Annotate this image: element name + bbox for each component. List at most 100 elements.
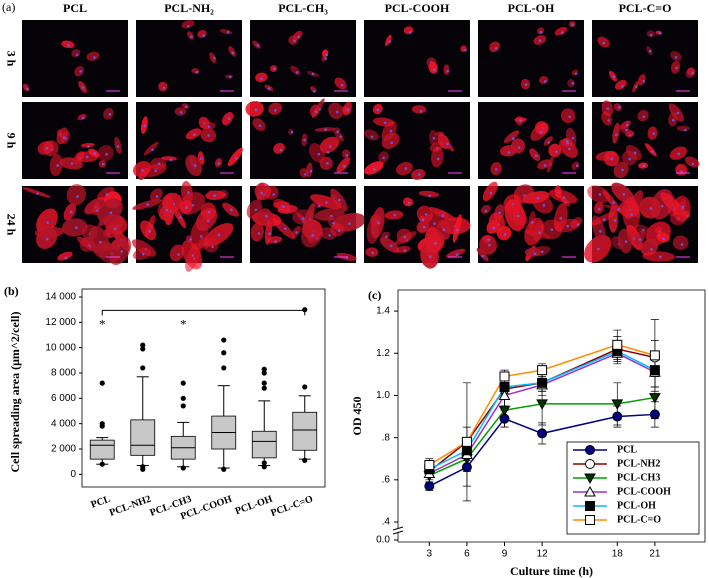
cell — [56, 127, 68, 145]
nucleus — [507, 151, 511, 154]
outlier — [261, 460, 267, 466]
cell — [80, 142, 95, 148]
legend-label: PCL-CH3 — [617, 472, 660, 483]
nucleus — [621, 85, 624, 88]
nucleus — [421, 218, 425, 222]
cell — [252, 118, 266, 131]
nucleus — [638, 238, 642, 241]
nucleus — [403, 235, 407, 239]
plot-frame — [81, 288, 326, 488]
nucleus — [95, 209, 99, 212]
legend-label: PCL-NH2 — [617, 458, 660, 469]
nucleus — [195, 70, 199, 74]
series-line — [428, 413, 655, 487]
cell — [201, 121, 216, 130]
y-tick-label: 1.0 — [376, 390, 390, 401]
y-tick-label: 1.2 — [376, 348, 390, 359]
nucleus — [62, 136, 66, 140]
nucleus — [599, 230, 602, 233]
nucleus — [533, 252, 537, 255]
nucleus — [75, 53, 79, 57]
marker — [585, 515, 595, 525]
nucleus — [45, 146, 49, 150]
cell — [489, 41, 501, 53]
cell — [528, 211, 536, 231]
series-line — [428, 344, 656, 466]
cell — [49, 154, 63, 177]
cell — [685, 156, 700, 168]
nucleus — [326, 162, 329, 165]
nucleus — [622, 193, 626, 196]
nucleus — [597, 247, 600, 251]
nucleus — [612, 75, 616, 79]
nucleus — [113, 227, 117, 231]
nucleus — [213, 194, 216, 197]
nucleus — [389, 244, 393, 248]
cell — [342, 101, 352, 116]
micrograph — [476, 181, 584, 263]
nucleus — [403, 249, 407, 252]
micrograph — [364, 102, 470, 180]
nucleus — [377, 221, 380, 225]
nucleus — [455, 228, 459, 232]
cell — [571, 161, 580, 170]
nucleus — [424, 213, 428, 216]
nucleus — [628, 157, 632, 161]
micrograph — [246, 182, 366, 263]
marker — [498, 389, 511, 400]
outlier — [180, 395, 186, 401]
column-label: PCL-CH₃ — [278, 1, 328, 15]
nucleus — [633, 151, 637, 155]
nucleus — [93, 152, 97, 155]
cell — [185, 154, 202, 177]
cell — [618, 124, 632, 136]
nucleus — [36, 192, 40, 195]
outlier — [221, 350, 227, 356]
nucleus — [301, 217, 305, 220]
cell — [86, 51, 100, 61]
nucleus — [642, 164, 646, 168]
nucleus — [260, 191, 263, 195]
nucleus — [540, 250, 544, 254]
nucleus — [517, 146, 521, 149]
nucleus — [382, 156, 385, 160]
nucleus — [93, 56, 96, 59]
nucleus — [343, 164, 346, 168]
cell — [321, 55, 327, 62]
marker — [584, 485, 596, 497]
nucleus — [550, 228, 554, 232]
nucleus — [105, 193, 109, 196]
nucleus — [492, 226, 496, 230]
nucleus — [642, 115, 646, 119]
row-label: 9 h — [4, 133, 18, 149]
nucleus — [226, 30, 230, 34]
outlier — [261, 464, 267, 470]
cell — [265, 185, 279, 200]
row-label: 24 h — [4, 214, 18, 236]
micrograph — [22, 102, 128, 179]
cell — [570, 217, 583, 229]
nucleus — [566, 224, 569, 228]
x-tick-label: 18 — [612, 549, 624, 560]
nucleus — [407, 201, 411, 205]
nucleus — [574, 72, 578, 76]
micrograph — [584, 182, 698, 263]
x-tick-label: PCL-OH — [234, 494, 275, 518]
nucleus — [200, 157, 203, 160]
outlier — [261, 385, 267, 391]
nucleus — [536, 196, 540, 200]
cell — [549, 189, 578, 204]
nucleus — [422, 225, 426, 229]
cell — [306, 162, 313, 178]
nucleus — [155, 195, 159, 198]
nucleus — [534, 154, 538, 158]
nucleus — [602, 41, 605, 45]
cell — [273, 198, 292, 213]
marker — [424, 460, 435, 471]
nucleus — [621, 168, 624, 172]
nucleus — [538, 231, 542, 234]
x-tick-label: 21 — [649, 549, 661, 560]
nucleus — [432, 68, 436, 71]
row-label: 3 h — [4, 51, 18, 67]
nucleus — [388, 40, 392, 43]
